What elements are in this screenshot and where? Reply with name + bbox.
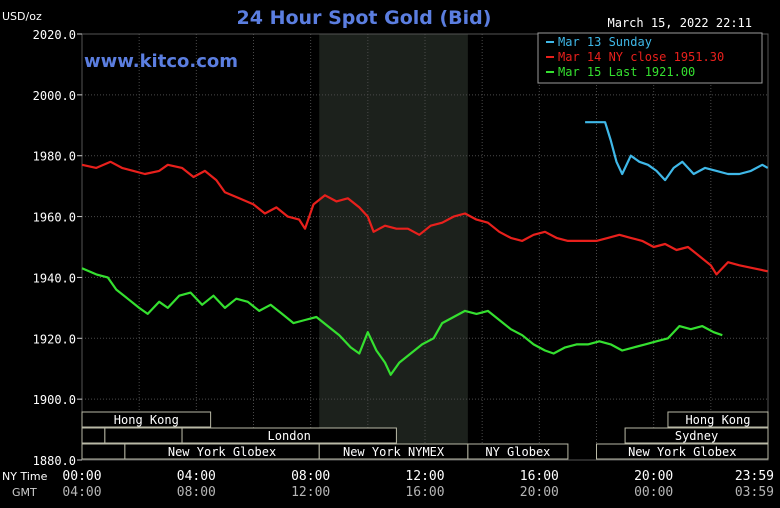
gmt-tick-label-3: 16:00	[405, 485, 444, 500]
gmt-tick-label-4: 20:00	[520, 485, 559, 500]
ny-tick-label-3: 12:00	[405, 469, 444, 484]
legend-entry-1: Mar 14 NY close 1951.30	[558, 50, 724, 64]
session-bar-9	[624, 427, 769, 444]
gmt-tick-label-0: 04:00	[62, 485, 101, 500]
chart-title: 24 Hour Spot Gold (Bid)	[237, 7, 492, 29]
ny-tick-label-0: 00:00	[62, 469, 101, 484]
grid-lines	[81, 33, 769, 461]
session-label-6: New York NYMEX	[343, 445, 445, 459]
market-session-bars: Hong Kong London New York Globex New York N…	[81, 411, 769, 460]
ny-tick-label-2: 08:00	[291, 469, 330, 484]
ny-tick-label-5: 20:00	[634, 469, 673, 484]
series-line-1	[81, 160, 768, 276]
y-tick-label-5: 1920.0	[33, 332, 76, 346]
ny-time-row-label: NY Time	[2, 470, 48, 483]
ny-tick-label-1: 04:00	[177, 469, 216, 484]
session-bar-0	[81, 411, 212, 428]
session-label-7: NY Globex	[485, 445, 550, 459]
session-bar-2	[104, 427, 183, 444]
y-tick-label-2: 1980.0	[33, 150, 76, 164]
gmt-row-label: GMT	[12, 486, 37, 499]
y-tick-label-7: 1880.0	[33, 454, 76, 468]
session-label-9: Sydney	[675, 429, 718, 443]
gmt-tick-label-2: 12:00	[291, 485, 330, 500]
session-bar-10	[596, 443, 769, 460]
x-axis-ticks: 00:0004:0004:0008:0008:0012:0012:0016:00…	[62, 469, 774, 500]
shaded-session-region	[319, 34, 468, 460]
session-bar-4	[81, 443, 126, 460]
ny-tick-label-4: 16:00	[520, 469, 559, 484]
legend-box	[537, 32, 763, 84]
legend-entry-2: Mar 15 Last 1921.00	[558, 65, 695, 79]
gmt-tick-label-6: 03:59	[735, 485, 774, 500]
session-bar-7	[467, 443, 569, 460]
session-bar-3	[181, 427, 397, 444]
ny-tick-label-6: 23:59	[735, 469, 774, 484]
series-line-2	[81, 267, 723, 376]
series-line-0	[585, 121, 769, 182]
y-tick-label-3: 1960.0	[33, 211, 76, 225]
chart-timestamp: March 15, 2022 22:11	[608, 16, 753, 30]
session-label-10: New York Globex	[628, 445, 736, 459]
session-label-3: London	[268, 429, 311, 443]
session-bar-1	[81, 427, 106, 444]
gmt-tick-label-1: 08:00	[177, 485, 216, 500]
gmt-tick-label-5: 00:00	[634, 485, 673, 500]
y-axis-label: USD/oz	[2, 10, 42, 23]
legend-entry-0: Mar 13 Sunday	[558, 35, 652, 49]
nymex-session-shading	[319, 34, 468, 460]
y-tick-label-1: 2000.0	[33, 89, 76, 103]
session-bar-8	[667, 411, 769, 428]
kitco-watermark: www.kitco.com	[84, 51, 238, 72]
session-label-0: Hong Kong	[114, 413, 179, 427]
y-tick-label-0: 2020.0	[33, 28, 76, 42]
y-axis-ticks: 2020.0 2000.0 1980.0 1960.0 1940.0 1920.0 1900…	[33, 28, 82, 468]
plot-frame	[81, 33, 769, 461]
y-tick-label-4: 1940.0	[33, 271, 76, 285]
session-label-5: New York Globex	[168, 445, 276, 459]
y-tick-label-6: 1900.0	[33, 393, 76, 407]
price-series	[81, 121, 769, 376]
session-label-8: Hong Kong	[685, 413, 750, 427]
